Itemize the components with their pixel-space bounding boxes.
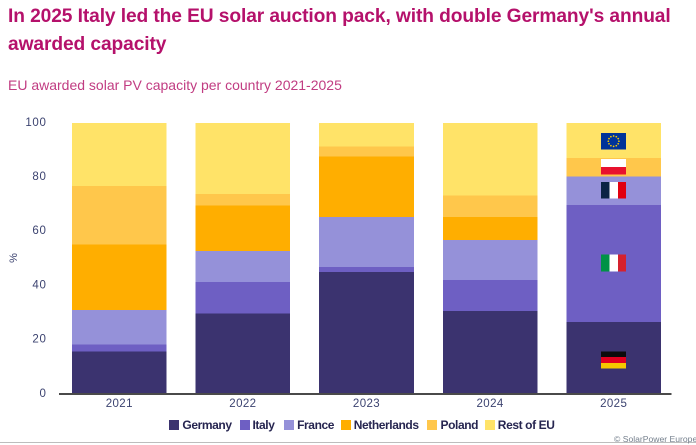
svg-text:2023: 2023 bbox=[353, 398, 380, 410]
svg-text:60: 60 bbox=[32, 225, 46, 237]
svg-text:2025: 2025 bbox=[600, 398, 627, 410]
svg-text:100: 100 bbox=[25, 117, 46, 129]
svg-text:40: 40 bbox=[32, 279, 46, 291]
svg-text:2024: 2024 bbox=[477, 398, 504, 410]
svg-text:%: % bbox=[8, 253, 20, 263]
svg-text:0: 0 bbox=[39, 388, 46, 400]
svg-text:2022: 2022 bbox=[229, 398, 256, 410]
svg-text:2021: 2021 bbox=[106, 398, 133, 410]
svg-text:20: 20 bbox=[32, 334, 46, 346]
svg-text:80: 80 bbox=[32, 171, 46, 183]
